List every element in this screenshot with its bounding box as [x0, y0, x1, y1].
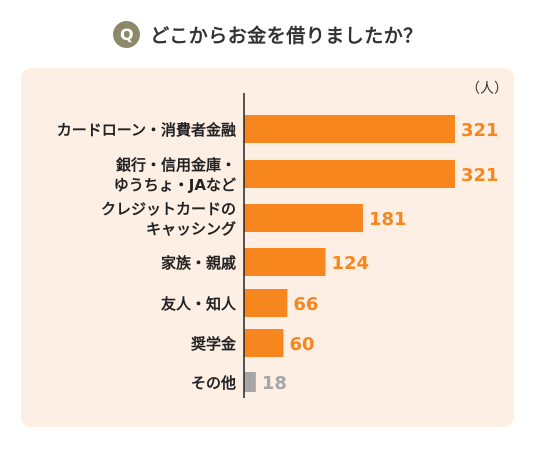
bar-value-4: 66 [293, 294, 318, 315]
bar-0 [244, 115, 455, 143]
question-badge: Q [113, 20, 141, 48]
bar-value-0: 321 [461, 120, 499, 141]
category-label-0-0: カードローン・消費者金融 [57, 121, 236, 139]
bar-1 [244, 160, 455, 188]
bar-value-6: 18 [262, 373, 287, 394]
bar-3 [244, 248, 326, 276]
bar-4 [244, 289, 288, 317]
bar-value-3: 124 [332, 253, 370, 274]
category-label-5-0: 奨学金 [191, 335, 237, 353]
bar-value-1: 321 [461, 165, 499, 186]
bar-6 [244, 372, 256, 392]
unit-label: （人） [466, 81, 508, 97]
category-label-6-0: その他 [191, 374, 236, 392]
bar-2 [244, 204, 363, 232]
bar-5 [244, 329, 284, 357]
bar-value-5: 60 [289, 334, 314, 355]
category-label-2-0: クレジットカードの [101, 200, 236, 218]
category-label-1-1: ゆうちょ・JAなど [114, 176, 236, 194]
bar-value-2: 181 [369, 209, 407, 230]
question-title: どこからお金を借りましたか？ [150, 24, 423, 47]
category-label-1-0: 銀行・信用金庫・ [116, 156, 236, 174]
category-label-4-0: 友人・知人 [161, 295, 237, 313]
category-label-2-1: キャッシング [146, 220, 236, 238]
category-label-3-0: 家族・親戚 [161, 254, 236, 272]
question-header: Q どこからお金を借りましたか？ [0, 14, 536, 54]
